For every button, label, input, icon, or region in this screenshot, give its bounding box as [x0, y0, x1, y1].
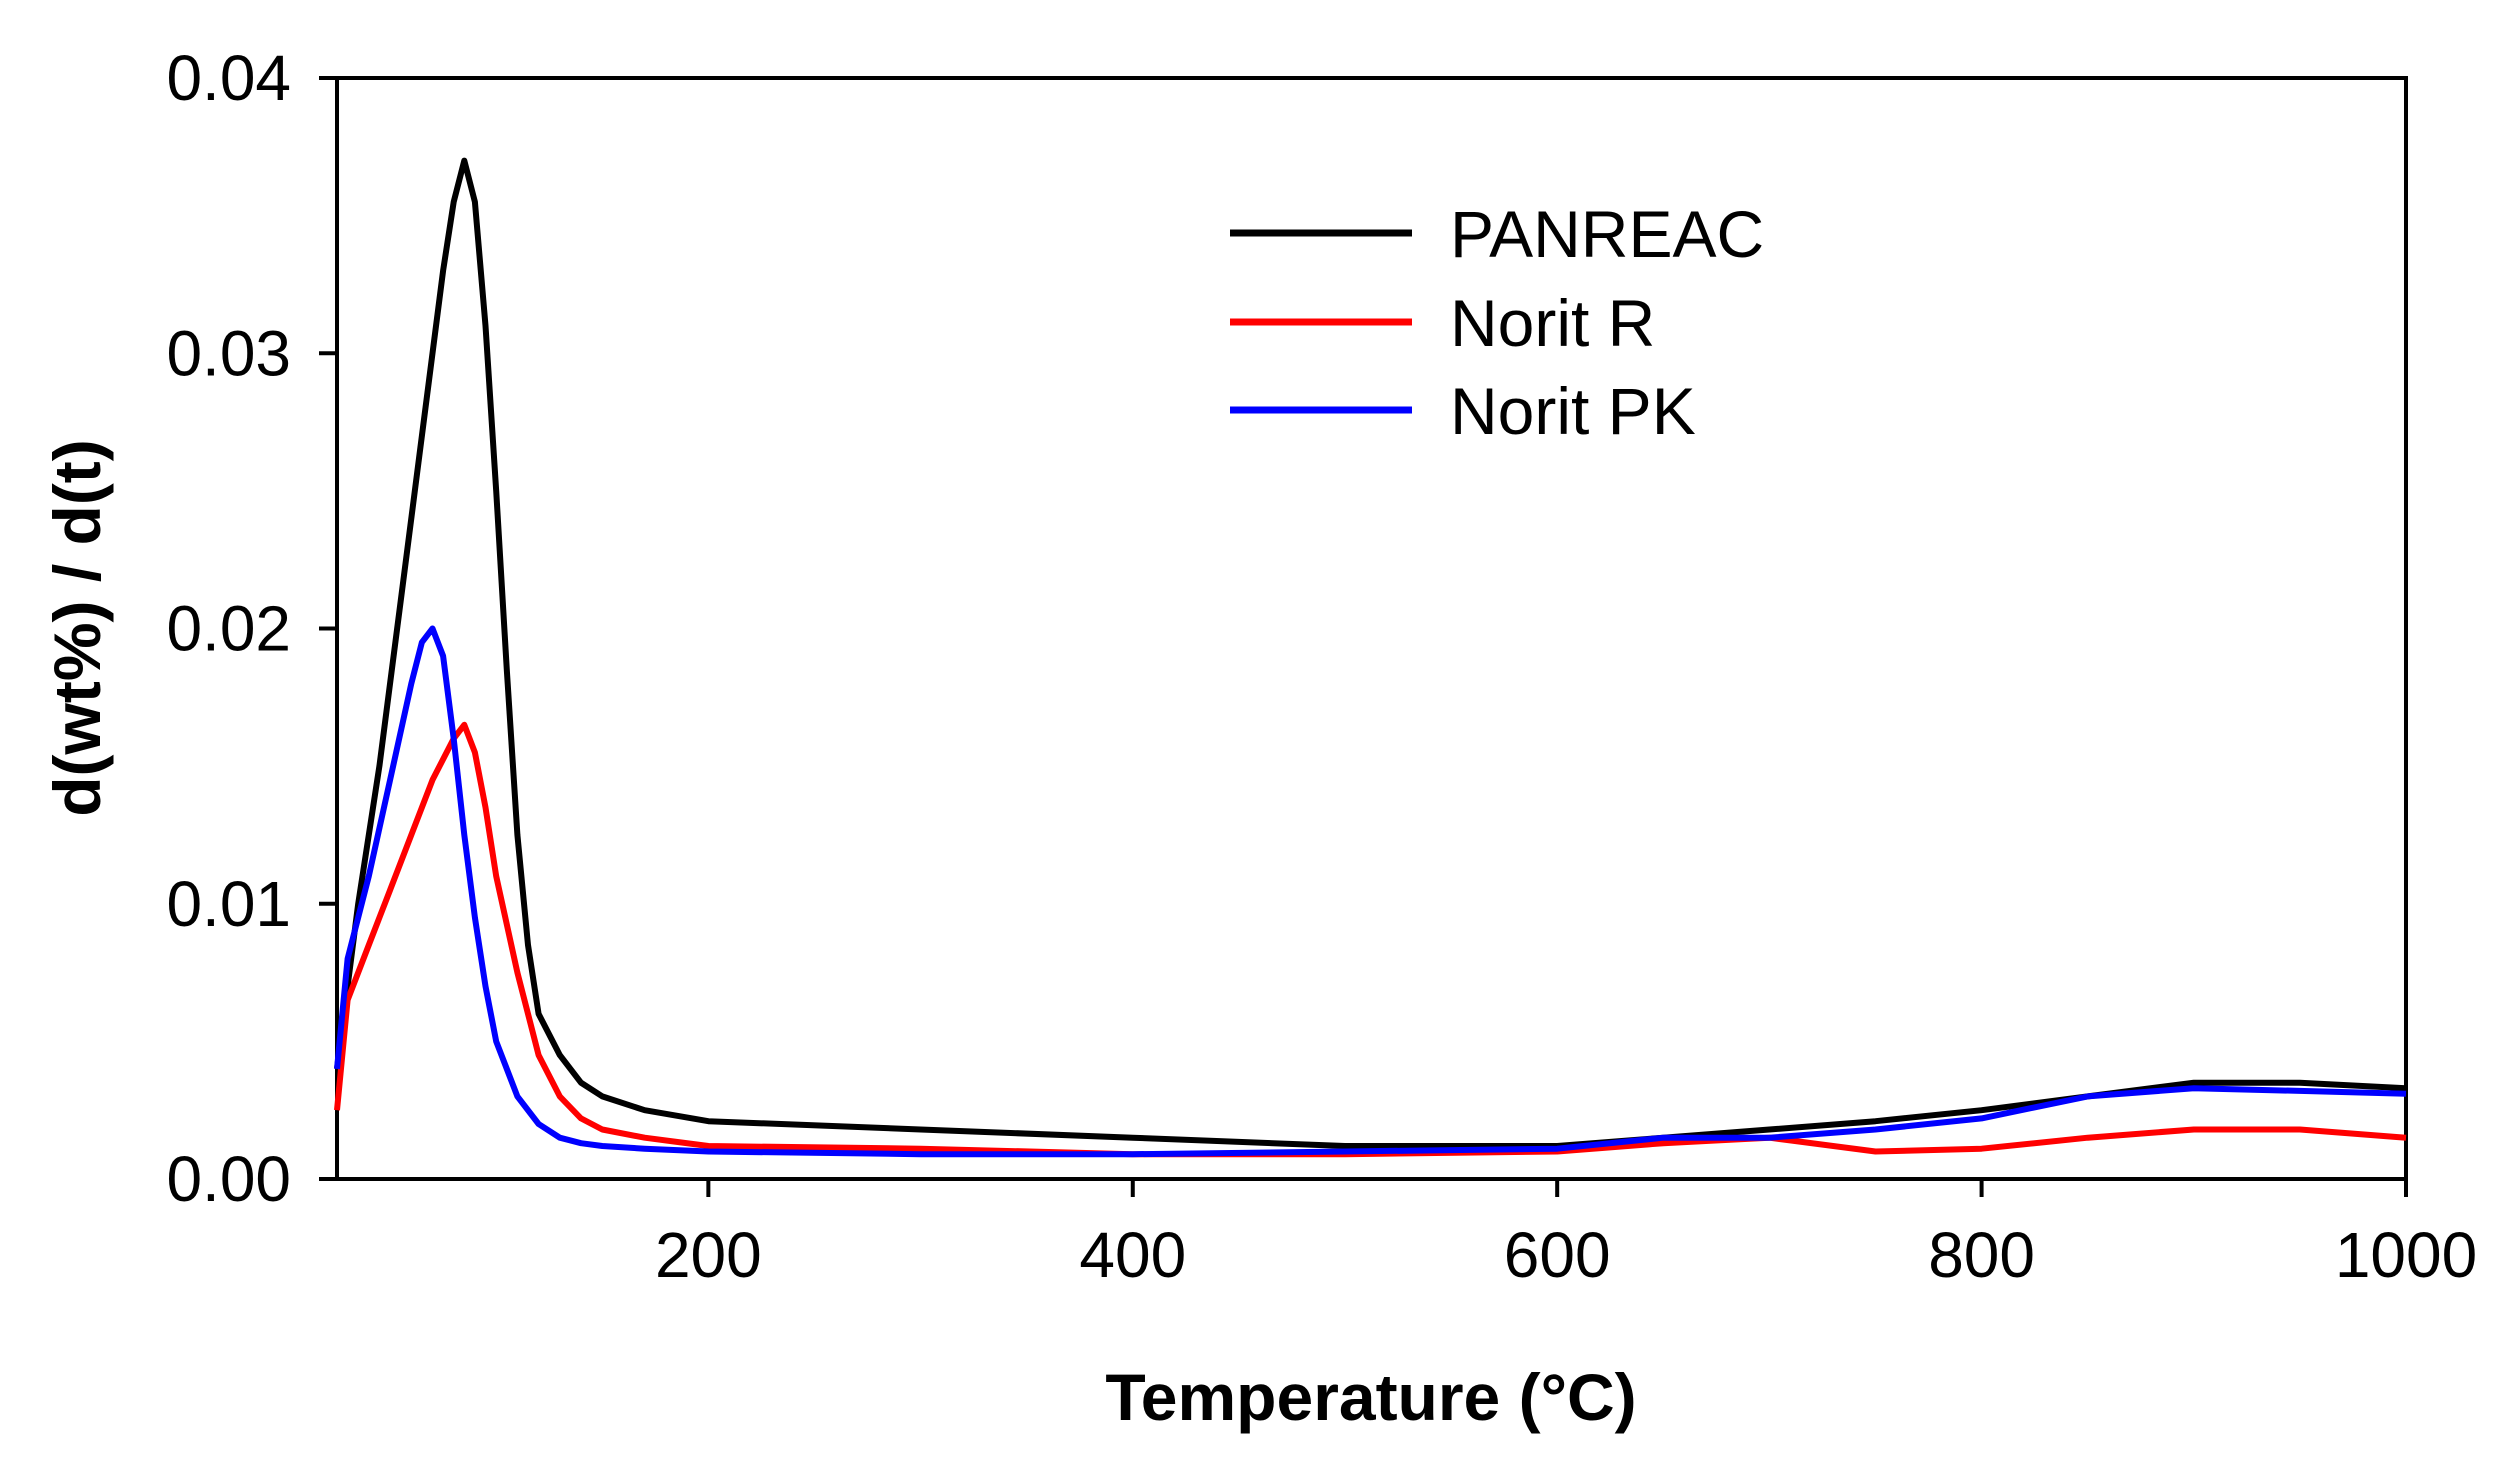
series-line-panreac [334, 157, 2407, 1149]
x-tick-label: 1000 [2335, 1219, 2477, 1291]
x-tick-label: 600 [1504, 1219, 1611, 1291]
x-axis: 200 400 600 800 1000 [655, 1179, 2477, 1291]
x-axis-title: Temperature (°C) [1105, 1360, 1636, 1434]
y-tick-label: 0.04 [166, 42, 291, 114]
x-tick-label: 400 [1079, 1219, 1186, 1291]
series-line-norit-pk [334, 625, 2407, 1158]
series-lines [334, 157, 2407, 1158]
y-axis-title: d(wt%) / d(t) [40, 439, 114, 817]
y-tick-label: 0.00 [166, 1143, 291, 1215]
x-tick-label: 200 [655, 1219, 762, 1291]
legend-label: Norit R [1450, 286, 1655, 360]
y-tick-label: 0.03 [166, 317, 291, 389]
legend-label: PANREAC [1450, 197, 1764, 271]
series-line-norit-r [334, 721, 2407, 1158]
y-axis: 0.00 0.01 0.02 0.03 0.04 [166, 42, 337, 1215]
x-tick-label: 800 [1928, 1219, 2035, 1291]
plot-frame [335, 76, 2408, 1181]
legend: PANREAC Norit R Norit PK [1230, 197, 1764, 448]
y-tick-label: 0.02 [166, 593, 291, 665]
legend-label: Norit PK [1450, 374, 1696, 448]
y-tick-label: 0.01 [166, 868, 291, 940]
